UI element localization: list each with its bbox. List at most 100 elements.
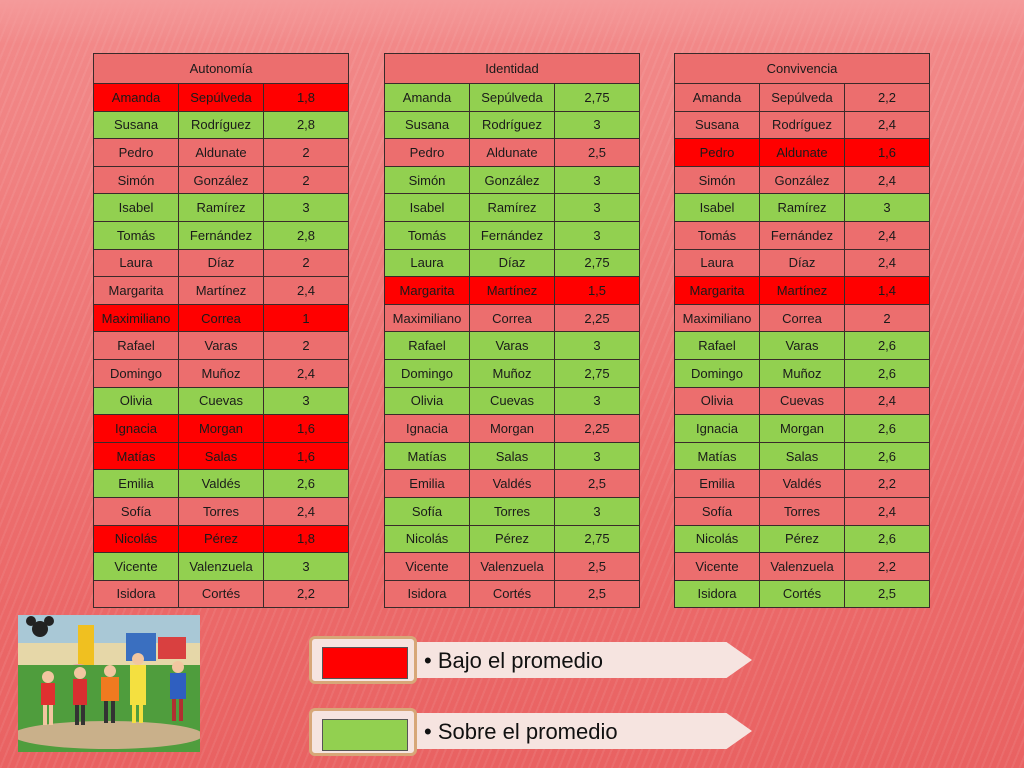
legend-label-above: • Sobre el promedio <box>424 719 618 745</box>
score-cell: 2,4 <box>844 220 930 250</box>
first-name-cell: Margarita <box>93 276 179 305</box>
last-name-cell: Martínez <box>469 276 555 305</box>
table-row: Ignacia Morgan 2,6 <box>674 414 930 443</box>
table-row: Vicente Valenzuela 2,2 <box>674 552 930 581</box>
score-cell: 3 <box>554 110 640 140</box>
score-cell: 2,75 <box>554 358 640 388</box>
last-name-cell: Muñoz <box>469 358 555 388</box>
first-name-cell: Isidora <box>93 579 179 609</box>
last-name-cell: Correa <box>759 303 845 333</box>
score-cell: 2,4 <box>263 358 349 388</box>
score-cell: 2,6 <box>844 358 930 388</box>
table-row: Emilia Valdés 2,2 <box>674 469 930 498</box>
score-cell: 2 <box>263 331 349 360</box>
last-name-cell: Valenzuela <box>469 552 555 581</box>
first-name-cell: Amanda <box>93 83 179 112</box>
last-name-cell: Sepúlveda <box>178 83 264 112</box>
first-name-cell: Margarita <box>674 276 760 305</box>
score-cell: 2,5 <box>554 138 640 167</box>
photo-illustration <box>18 615 200 752</box>
first-name-cell: Tomás <box>93 220 179 250</box>
table-row: Amanda Sepúlveda 1,8 <box>93 83 349 112</box>
table-title: Identidad <box>384 53 640 84</box>
table-row: Isabel Ramírez 3 <box>384 193 640 222</box>
first-name-cell: Nicolás <box>674 524 760 554</box>
legend-swatch-above <box>322 719 408 751</box>
score-cell: 2,6 <box>844 331 930 360</box>
first-name-cell: Isabel <box>384 193 470 222</box>
first-name-cell: Emilia <box>93 469 179 498</box>
first-name-cell: Isidora <box>384 579 470 609</box>
score-cell: 2,4 <box>844 165 930 195</box>
score-cell: 2,8 <box>263 110 349 140</box>
first-name-cell: Amanda <box>674 83 760 112</box>
score-cell: 2 <box>263 138 349 167</box>
first-name-cell: Susana <box>674 110 760 140</box>
score-cell: 2,75 <box>554 83 640 112</box>
last-name-cell: Ramírez <box>178 193 264 222</box>
score-cell: 1,6 <box>263 441 349 471</box>
table-row: Pedro Aldunate 2 <box>93 138 349 167</box>
score-cell: 1,6 <box>844 138 930 167</box>
table-row: Simón González 3 <box>384 165 640 195</box>
first-name-cell: Maximiliano <box>674 303 760 333</box>
last-name-cell: Cuevas <box>178 386 264 416</box>
last-name-cell: González <box>469 165 555 195</box>
score-cell: 2,6 <box>263 469 349 498</box>
first-name-cell: Susana <box>93 110 179 140</box>
last-name-cell: Pérez <box>469 524 555 554</box>
last-name-cell: Pérez <box>178 524 264 554</box>
table-row: Ignacia Morgan 2,25 <box>384 414 640 443</box>
first-name-cell: Sofía <box>384 496 470 526</box>
score-cell: 3 <box>554 193 640 222</box>
last-name-cell: Rodríguez <box>178 110 264 140</box>
first-name-cell: Tomás <box>674 220 760 250</box>
score-cell: 2,4 <box>844 386 930 416</box>
first-name-cell: Domingo <box>384 358 470 388</box>
last-name-cell: Ramírez <box>759 193 845 222</box>
table-row: Laura Díaz 2,75 <box>384 248 640 278</box>
score-cell: 3 <box>844 193 930 222</box>
last-name-cell: Muñoz <box>759 358 845 388</box>
score-cell: 3 <box>554 331 640 360</box>
first-name-cell: Laura <box>674 248 760 278</box>
first-name-cell: Vicente <box>674 552 760 581</box>
table-row: Isidora Cortés 2,5 <box>674 579 930 609</box>
first-name-cell: Isabel <box>674 193 760 222</box>
first-name-cell: Simón <box>384 165 470 195</box>
table-row: Simón González 2,4 <box>674 165 930 195</box>
last-name-cell: Torres <box>759 496 845 526</box>
last-name-cell: Salas <box>759 441 845 471</box>
last-name-cell: Salas <box>469 441 555 471</box>
score-cell: 3 <box>263 193 349 222</box>
table-row: Amanda Sepúlveda 2,2 <box>674 83 930 112</box>
table-row: Nicolás Pérez 2,6 <box>674 524 930 554</box>
first-name-cell: Rafael <box>674 331 760 360</box>
score-cell: 2,5 <box>554 579 640 609</box>
first-name-cell: Margarita <box>384 276 470 305</box>
last-name-cell: Salas <box>178 441 264 471</box>
score-cell: 1,8 <box>263 524 349 554</box>
last-name-cell: Valenzuela <box>178 552 264 581</box>
table-row: Sofía Torres 2,4 <box>674 496 930 526</box>
table-row: Maximiliano Correa 1 <box>93 303 349 333</box>
table-row: Maximiliano Correa 2 <box>674 303 930 333</box>
table-row: Matías Salas 1,6 <box>93 441 349 471</box>
last-name-cell: Cuevas <box>759 386 845 416</box>
score-cell: 3 <box>554 441 640 471</box>
score-cell: 2,6 <box>844 441 930 471</box>
score-cell: 1,4 <box>844 276 930 305</box>
top-stripe-band <box>0 0 1024 44</box>
table-row: Tomás Fernández 2,4 <box>674 220 930 250</box>
last-name-cell: Valdés <box>178 469 264 498</box>
first-name-cell: Isidora <box>674 579 760 609</box>
last-name-cell: Sepúlveda <box>759 83 845 112</box>
legend-label-below: • Bajo el promedio <box>424 648 603 674</box>
first-name-cell: Olivia <box>93 386 179 416</box>
score-cell: 3 <box>554 496 640 526</box>
score-cell: 2,75 <box>554 524 640 554</box>
legend-text-above: Sobre el promedio <box>437 719 618 744</box>
table-row: Susana Rodríguez 3 <box>384 110 640 140</box>
last-name-cell: Morgan <box>178 414 264 443</box>
score-cell: 2,4 <box>263 496 349 526</box>
